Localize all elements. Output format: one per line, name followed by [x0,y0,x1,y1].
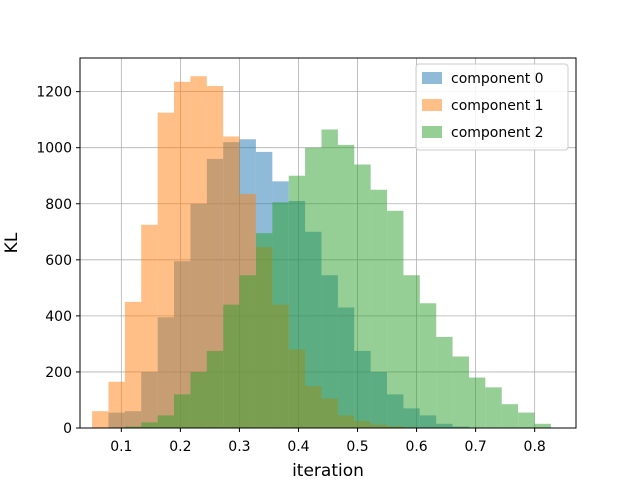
histogram-bar [387,210,404,428]
legend: component 0 component 1 component 2 [415,63,569,151]
x-tick-label: 0.5 [346,439,368,455]
histogram-bar [436,336,453,428]
histogram-bar [157,112,175,428]
histogram-bar [206,350,224,428]
x-tick-label: 0.8 [524,439,546,455]
x-tick-label: 0.1 [110,439,132,455]
histogram-bar [124,301,142,428]
histogram-bar [190,371,207,428]
y-tick-label: 1200 [36,85,72,101]
histogram-bar [452,356,469,428]
axis-ticks: 0.1 0.2 0.3 0.4 0.5 0.6 0.7 0.8 0 200 400 600 800 100… [36,85,545,455]
legend-swatch [422,72,442,84]
histogram-bar [501,404,519,428]
legend-label: component 2 [451,125,544,141]
histogram-bar [108,381,125,428]
series-2-bars [124,129,551,429]
legend-label: component 0 [451,71,544,87]
x-tick-label: 0.7 [464,439,486,455]
x-axis-label: iteration [292,461,364,480]
histogram-bar [337,144,355,429]
x-tick-label: 0.3 [228,439,250,455]
y-tick-label: 800 [45,197,72,213]
histogram-bar [534,423,551,428]
histogram-bar [370,189,388,428]
y-tick-label: 400 [45,309,72,325]
histogram-bar [354,164,371,429]
plot-frame [79,57,577,429]
legend-label: component 1 [451,98,544,114]
y-tick-label: 600 [45,253,72,269]
x-tick-label: 0.2 [169,439,191,455]
histogram-bar [124,426,142,428]
histogram-bar [141,422,158,428]
histogram-bar [223,304,240,428]
histogram-bar [288,175,306,428]
histogram-bar [305,147,322,429]
histogram-bar [157,415,175,428]
histogram-bar [174,394,191,428]
y-tick-label: 1000 [36,141,72,157]
histogram-bar [190,76,207,428]
legend-swatch [422,99,442,111]
histogram-bar [255,233,273,428]
y-tick-label: 0 [63,421,72,437]
histogram-bar [419,303,437,428]
histogram-bar [468,377,486,428]
histogram-bar [239,275,256,428]
histogram-bar [206,86,224,428]
histogram-bar [518,412,535,428]
histogram-bars [92,76,551,429]
x-tick-label: 0.4 [287,439,309,455]
histogram-bar [321,129,338,428]
x-tick-label: 0.6 [405,439,427,455]
histogram-bar [272,202,289,428]
y-axis-label: KL [2,232,22,253]
histogram-bar [174,81,191,429]
histogram-bar [403,275,420,428]
histogram-bar [92,411,109,428]
y-tick-label: 200 [45,365,72,381]
legend-swatch [422,126,442,138]
histogram-bar [485,387,502,428]
histogram-bar [141,224,158,428]
legend-box [415,63,569,151]
